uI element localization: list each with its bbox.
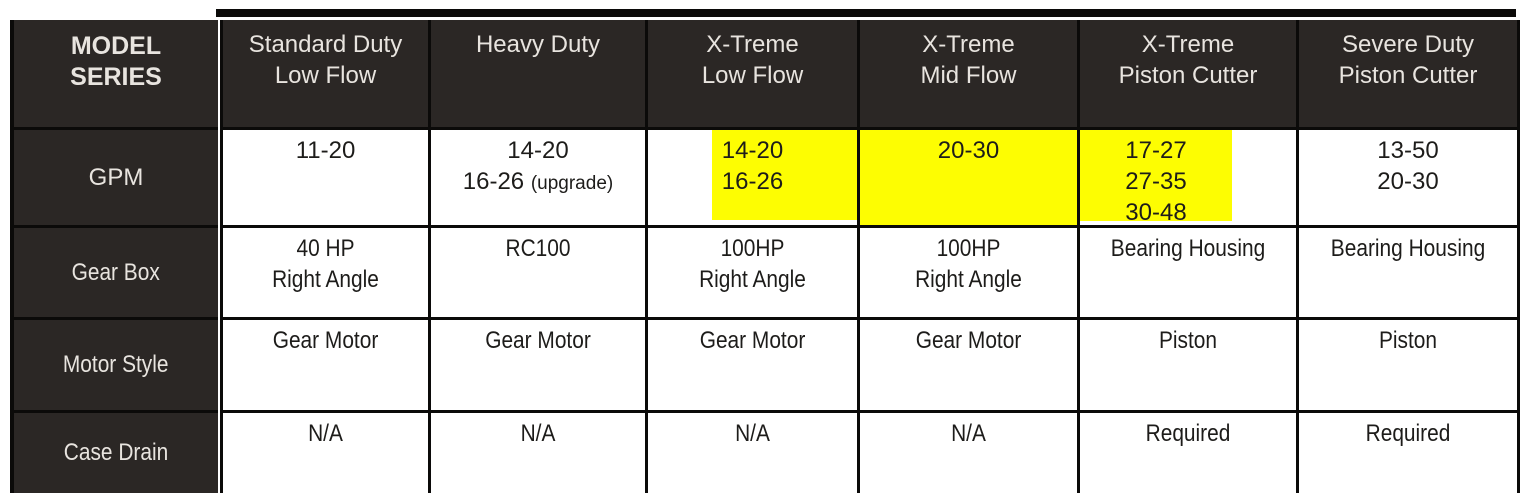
header-heavy-duty: Heavy Duty (431, 20, 645, 127)
cell-casedrain-xtreme-low-flow: N/A (648, 413, 857, 493)
cell-gpm-heavy-duty: 14-20 16-26 (upgrade) (431, 130, 645, 225)
corner-line1: MODEL (70, 32, 162, 60)
cell-casedrain-standard-duty: N/A (223, 413, 428, 493)
row-label-column: MODEL SERIES GPM Gear Box Motor Style Ca… (10, 20, 218, 493)
header-xtreme-piston-cutter: X-Treme Piston Cutter (1080, 20, 1296, 127)
cell-motor-xtreme-mid-flow: Gear Motor (860, 320, 1077, 410)
cell-casedrain-heavy-duty: N/A (431, 413, 645, 493)
cell-motor-heavy-duty: Gear Motor (431, 320, 645, 410)
cell-motor-xtreme-piston-cutter: Piston (1080, 320, 1296, 410)
cell-gpm-xtreme-piston-cutter: 17-27 27-35 30-48 (1080, 130, 1296, 225)
corner-line2: SERIES (70, 63, 162, 91)
cell-casedrain-xtreme-mid-flow: N/A (860, 413, 1077, 493)
cell-gpm-standard-duty: 11-20 (223, 130, 428, 225)
header-severe-duty-piston-cutter: Severe Duty Piston Cutter (1299, 20, 1517, 127)
row-label-motor-style: Motor Style (14, 320, 218, 410)
data-grid: Standard Duty Low Flow Heavy Duty X-Trem… (220, 20, 1520, 493)
cell-gearbox-heavy-duty: RC100 (431, 228, 645, 317)
cell-motor-standard-duty: Gear Motor (223, 320, 428, 410)
cell-gearbox-standard-duty: 40 HP Right Angle (223, 228, 428, 317)
cell-motor-severe-duty: Piston (1299, 320, 1517, 410)
header-standard-duty-low-flow: Standard Duty Low Flow (223, 20, 428, 127)
row-label-case-drain: Case Drain (14, 413, 218, 493)
cell-gpm-xtreme-low-flow: 14-20 16-26 (648, 130, 857, 225)
cell-gearbox-xtreme-piston-cutter: Bearing Housing (1080, 228, 1296, 317)
upgrade-note: (upgrade) (530, 173, 614, 194)
cell-gpm-xtreme-mid-flow: 20-30 (860, 130, 1077, 225)
corner-cell-model-series: MODEL SERIES (14, 20, 218, 127)
cell-casedrain-severe-duty: Required (1299, 413, 1517, 493)
cell-gpm-severe-duty: 13-50 20-30 (1299, 130, 1517, 225)
cell-casedrain-xtreme-piston-cutter: Required (1080, 413, 1296, 493)
cell-gearbox-xtreme-mid-flow: 100HP Right Angle (860, 228, 1077, 317)
yellow-highlight (712, 130, 857, 220)
yellow-highlight (1080, 130, 1232, 221)
yellow-highlight (860, 130, 1077, 225)
cell-gearbox-severe-duty: Bearing Housing (1299, 228, 1517, 317)
table-top-border (216, 9, 1516, 17)
header-xtreme-low-flow: X-Treme Low Flow (648, 20, 857, 127)
row-label-gpm: GPM (14, 130, 218, 225)
row-label-gear-box: Gear Box (14, 228, 218, 317)
cell-gearbox-xtreme-low-flow: 100HP Right Angle (648, 228, 857, 317)
cell-motor-xtreme-low-flow: Gear Motor (648, 320, 857, 410)
header-xtreme-mid-flow: X-Treme Mid Flow (860, 20, 1077, 127)
